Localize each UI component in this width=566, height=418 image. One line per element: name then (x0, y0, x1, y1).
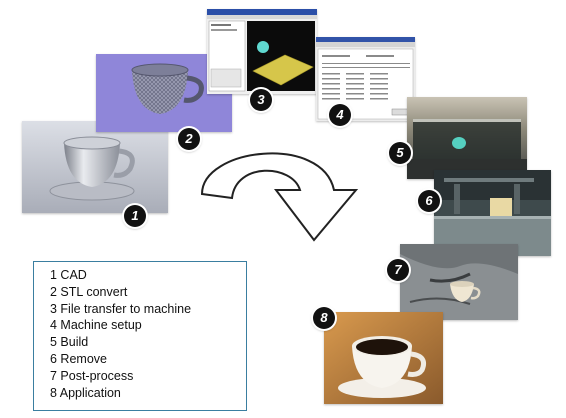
legend-item-application: 8 Application (50, 385, 121, 400)
legend-item-build: 5 Build (50, 335, 89, 350)
file-transfer-software-image (207, 9, 317, 94)
application-coffee-cup-image (324, 312, 443, 404)
legend-item-machine-setup: 4 Machine setup (50, 318, 142, 333)
step-badge-3: 3 (250, 89, 272, 111)
legend-item-post-process: 7 Post-process (50, 368, 134, 383)
step-badge-6: 6 (418, 190, 440, 212)
step-badge-7: 7 (387, 259, 409, 281)
legend-item-stl-convert: 2 STL convert (50, 284, 128, 299)
legend-item-cad: 1 CAD (50, 268, 87, 282)
step-badge-4: 4 (329, 104, 351, 126)
build-chamber-image (407, 97, 527, 179)
cad-image (22, 121, 168, 213)
process-cycle-arrow (200, 152, 359, 242)
step-badge-8: 8 (313, 307, 335, 329)
step-badge-5: 5 (389, 142, 411, 164)
legend-item-file-transfer: 3 File transfer to machine (50, 301, 192, 316)
post-process-image (400, 244, 518, 320)
step-badge-2: 2 (178, 128, 200, 150)
steps-legend: 1 CAD 2 STL convert 3 File transfer to m… (33, 261, 247, 411)
step-badge-1: 1 (124, 205, 146, 227)
legend-item-remove: 6 Remove (50, 351, 107, 366)
